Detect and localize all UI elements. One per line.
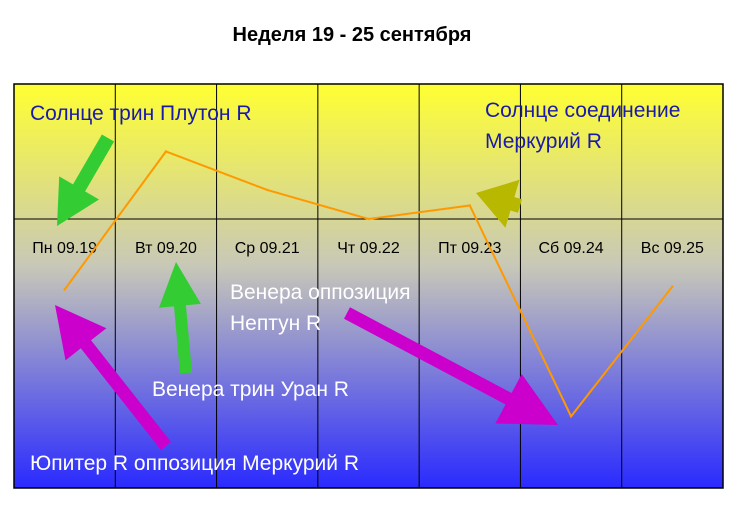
series-point bbox=[569, 415, 573, 418]
annotation-jupiter-opposition-mercury: Юпитер R оппозиция Меркурий R bbox=[30, 452, 359, 475]
magenta-arrow-saturday bbox=[344, 307, 558, 425]
annotation-sun-conjunction-line1: Солнце соединение bbox=[485, 99, 680, 122]
chart-title: Неделя 19 - 25 сентября bbox=[232, 24, 472, 46]
series-point bbox=[671, 285, 674, 288]
x-tick-label: Чт 09.22 bbox=[337, 240, 400, 257]
x-tick-label: Вт 09.20 bbox=[135, 240, 197, 257]
series-point bbox=[266, 188, 269, 192]
green-arrow-monday bbox=[57, 134, 115, 226]
series-point bbox=[367, 217, 370, 221]
plot-area bbox=[13, 83, 724, 489]
annotation-venus-opposition-line2: Нептун R bbox=[230, 312, 321, 335]
x-tick-label: Вс 09.25 bbox=[641, 240, 704, 257]
series-point bbox=[468, 204, 471, 207]
series-point bbox=[63, 288, 66, 291]
magenta-arrow-monday bbox=[55, 305, 172, 450]
x-tick-labels: Пн 09.19 Вт 09.20 Ср 09.21 Чт 09.22 Пт 09.23… bbox=[32, 240, 704, 257]
olive-arrow-friday bbox=[476, 179, 522, 228]
series-point bbox=[164, 150, 168, 153]
x-tick-label: Ср 09.21 bbox=[235, 240, 300, 257]
x-tick-label: Пт 09.23 bbox=[438, 240, 501, 257]
annotation-sun-trine-pluto: Солнце трин Плутон R bbox=[30, 102, 252, 125]
annotation-venus-trine-uranus: Венера трин Уран R bbox=[152, 378, 349, 401]
annotation-arrows bbox=[55, 134, 558, 450]
green-arrow-tuesday bbox=[159, 262, 201, 374]
series-points bbox=[63, 150, 674, 418]
x-tick-label: Сб 09.24 bbox=[538, 240, 603, 257]
x-tick-label: Пн 09.19 bbox=[32, 240, 97, 257]
annotation-venus-opposition-line1: Венера оппозиция bbox=[230, 281, 411, 304]
annotation-sun-conjunction-line2: Меркурий R bbox=[485, 130, 602, 153]
